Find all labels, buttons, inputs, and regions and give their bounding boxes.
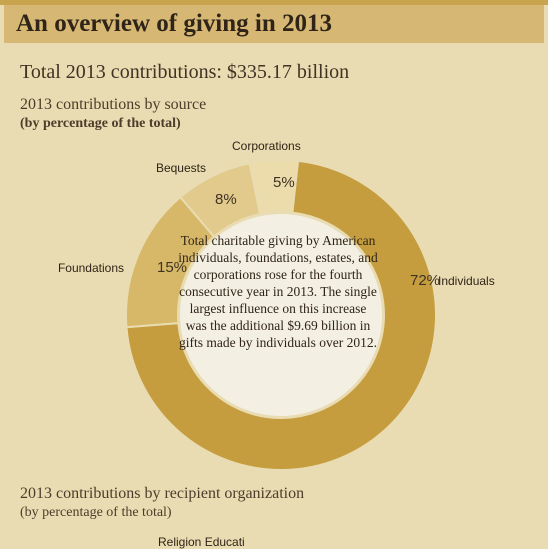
header-band: An overview of giving in 2013 [4, 5, 544, 43]
recipient-section-subtitle: (by percentage of the total) [20, 505, 172, 520]
slice-value-foundations: 15% [157, 259, 187, 276]
chart-center-text: Total charitable giving by American indi… [178, 233, 378, 350]
total-contributions: Total 2013 contributions: $335.17 billio… [20, 61, 350, 83]
slice-corporations [248, 159, 300, 216]
slice-label-foundations: Foundations [58, 261, 124, 275]
page-title: An overview of giving in 2013 [16, 10, 332, 37]
slice-value-individuals: 72% [410, 272, 440, 289]
slice-value-bequests: 8% [215, 191, 237, 208]
recipient-chart-clipped-labels: Religion Educati [158, 535, 245, 549]
top-rule [0, 0, 548, 5]
donut-center-disc [180, 214, 382, 416]
source-section-subtitle: (by percentage of the total) [20, 116, 181, 131]
slice-individuals [125, 159, 437, 471]
slice-label-bequests: Bequests [156, 161, 206, 175]
slice-value-corporations: 5% [273, 174, 295, 191]
slice-label-corporations: Corporations [232, 139, 301, 153]
recipient-section-title: 2013 contributions by recipient organiza… [20, 485, 305, 502]
source-section-title: 2013 contributions by source [20, 96, 207, 113]
slice-label-individuals: Individuals [438, 274, 495, 288]
